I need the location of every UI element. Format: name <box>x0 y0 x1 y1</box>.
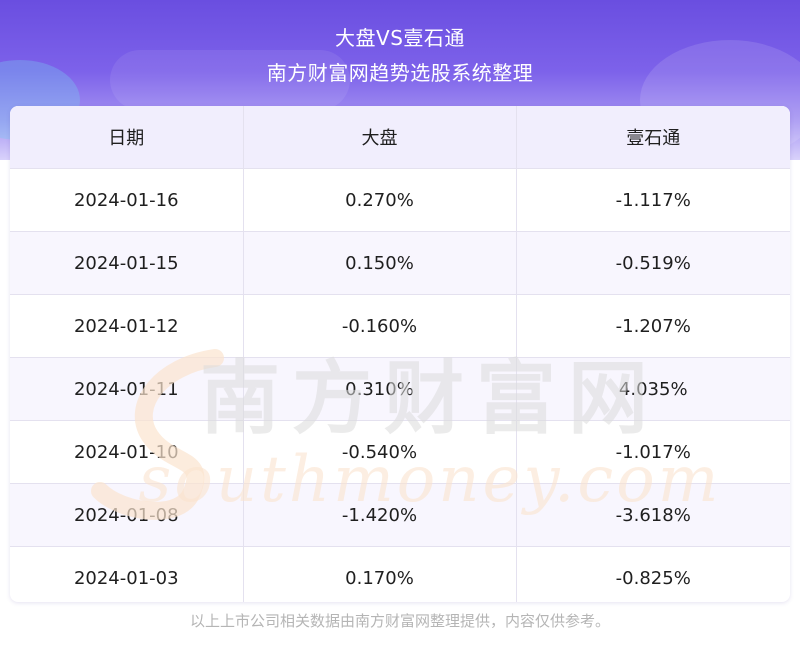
cell-date: 2024-01-11 <box>10 357 244 421</box>
table-row: 2024-01-15 0.150% -0.519% <box>10 231 790 295</box>
decor-shape <box>110 50 350 110</box>
column-header-market: 大盘 <box>243 106 517 169</box>
page-subtitle: 南方财富网趋势选股系统整理 <box>266 61 534 85</box>
cell-market: -0.540% <box>243 420 517 484</box>
column-header-stock: 壹石通 <box>516 106 790 169</box>
cell-market: 0.310% <box>243 357 517 421</box>
cell-market: -0.160% <box>243 294 517 358</box>
table-header-row: 日期 大盘 壹石通 <box>10 106 790 169</box>
cell-market: -1.420% <box>243 483 517 547</box>
table-row: 2024-01-12 -0.160% -1.207% <box>10 294 790 358</box>
cell-date: 2024-01-12 <box>10 294 244 358</box>
cell-date: 2024-01-03 <box>10 546 244 602</box>
data-table-card: 日期 大盘 壹石通 2024-01-16 0.270% -1.117% 2024… <box>10 106 790 602</box>
cell-stock: -0.519% <box>516 231 790 295</box>
table-row: 2024-01-16 0.270% -1.117% <box>10 168 790 232</box>
page-title: 大盘VS壹石通 <box>335 26 465 50</box>
cell-market: 0.150% <box>243 231 517 295</box>
cell-stock: -0.825% <box>615 567 691 589</box>
footer-note: 以上上市公司相关数据由南方财富网整理提供，内容仅供参考。 <box>189 612 610 630</box>
table-row: 2024-01-08 -1.420% -3.618% <box>10 483 790 547</box>
column-header-date: 日期 <box>10 106 244 169</box>
comparison-table: 日期 大盘 壹石通 2024-01-16 0.270% -1.117% 2024… <box>10 106 790 602</box>
cell-stock: -3.618% <box>516 483 790 547</box>
table-row: 2024-01-10 -0.540% -1.017% <box>10 420 790 484</box>
cell-date: 2024-01-16 <box>10 168 244 232</box>
table-row: 2024-01-11 0.310% 4.035% <box>10 357 790 421</box>
cell-date: 2024-01-10 <box>10 420 244 484</box>
cell-stock: 4.035% <box>516 357 790 421</box>
cell-date: 2024-01-15 <box>10 231 244 295</box>
cell-date: 2024-01-08 <box>10 483 244 547</box>
cell-stock: -1.207% <box>516 294 790 358</box>
table-row: 2024-01-03 0.170% -0.825% <box>10 546 790 602</box>
cell-stock: -1.017% <box>516 420 790 484</box>
cell-stock: -1.117% <box>516 168 790 232</box>
cell-market: 0.270% <box>243 168 517 232</box>
cell-market: 0.170% <box>243 546 517 602</box>
